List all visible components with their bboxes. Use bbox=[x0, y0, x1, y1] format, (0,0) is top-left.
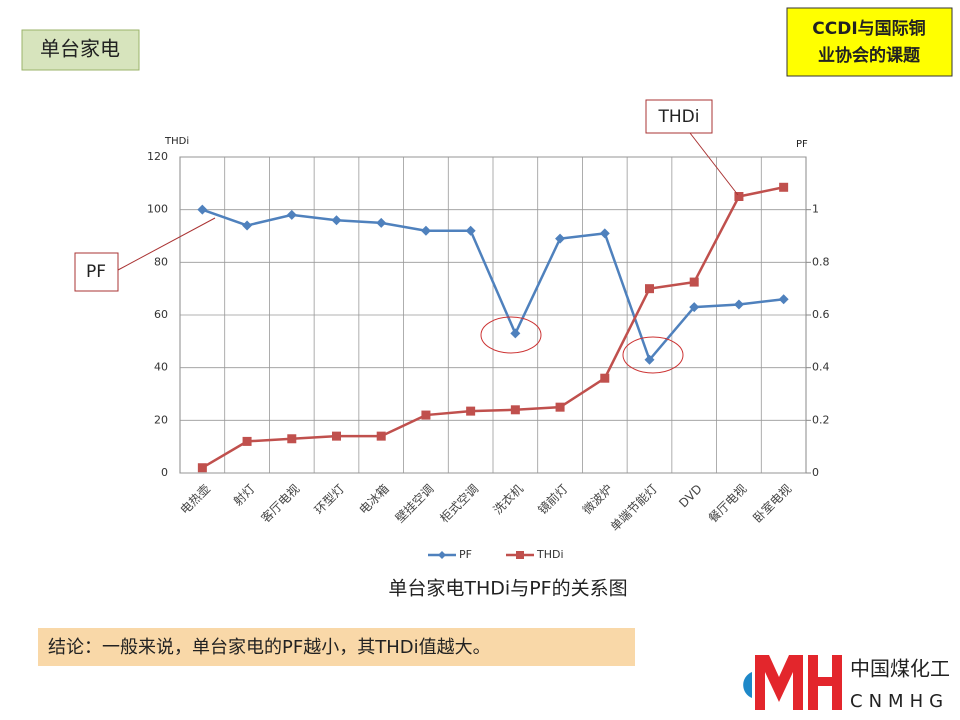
conclusion: 结论：一般来说，单台家电的PF越小，其THDi值越大。 bbox=[48, 637, 491, 658]
callout-box bbox=[74, 252, 119, 292]
y2-tick-label: 0 bbox=[812, 466, 819, 479]
y-tick-label: 0 bbox=[161, 466, 168, 479]
y-axis-title: THDi bbox=[164, 136, 189, 147]
x-tick-label: 环型灯 bbox=[312, 482, 347, 517]
series-line bbox=[201, 208, 784, 363]
x-tick-label: 电热壶 bbox=[177, 481, 213, 517]
marker bbox=[644, 354, 655, 365]
x-tick-label: 客厅电视 bbox=[258, 481, 303, 526]
marker bbox=[779, 182, 789, 192]
marker bbox=[689, 277, 699, 287]
tag-box bbox=[786, 7, 953, 77]
tag-line: CCDI与国际铜 bbox=[812, 18, 925, 39]
marker bbox=[734, 192, 744, 201]
marker bbox=[332, 431, 341, 441]
marker bbox=[242, 220, 253, 231]
marker bbox=[733, 299, 744, 310]
marker bbox=[510, 328, 521, 339]
legend-label: PF bbox=[459, 548, 472, 561]
y-tick-label: 100 bbox=[147, 203, 168, 216]
x-tick-label: 柜式空调 bbox=[437, 482, 481, 526]
x-tick-label: 壁挂空调 bbox=[392, 481, 437, 526]
marker bbox=[600, 373, 610, 383]
marker bbox=[197, 463, 207, 473]
y-tick-label: 20 bbox=[154, 413, 168, 426]
callout-line bbox=[689, 132, 739, 196]
marker bbox=[555, 233, 566, 244]
logo-cn: 中国煤化工 bbox=[850, 657, 950, 681]
marker bbox=[287, 434, 297, 444]
marker bbox=[286, 209, 297, 220]
callout-line bbox=[117, 217, 216, 271]
highlight-ellipse bbox=[480, 316, 542, 354]
callout-text: THDi bbox=[658, 107, 700, 127]
x-tick-label: 镜前灯 bbox=[535, 481, 571, 517]
x-tick-label: 单端节能灯 bbox=[608, 482, 660, 534]
marker bbox=[376, 217, 387, 228]
x-tick-label: DVD bbox=[676, 482, 705, 511]
y2-tick-label: 0.8 bbox=[812, 255, 830, 268]
marker bbox=[599, 228, 610, 239]
marker bbox=[331, 215, 342, 226]
chart-title: 单台家电THDi与PF的关系图 bbox=[388, 578, 627, 600]
marker bbox=[465, 225, 476, 236]
logo-en: CNMHG bbox=[850, 691, 949, 712]
marker bbox=[555, 402, 565, 412]
x-tick-label: 射灯 bbox=[230, 481, 258, 509]
title-box bbox=[21, 29, 140, 71]
marker bbox=[197, 204, 208, 215]
marker bbox=[421, 410, 431, 420]
marker bbox=[645, 284, 654, 294]
tag-line: 业协会的课题 bbox=[818, 45, 921, 66]
highlight-ellipse bbox=[622, 336, 684, 374]
callout-box bbox=[645, 99, 713, 134]
y2-tick-label: 1 bbox=[812, 203, 819, 216]
plot: 0 20 40 60 80 100 120 0 0.2 0.4 0.6 0.8 1 电热壶 射灯 客厅电视 环型… bbox=[147, 150, 830, 561]
x-tick-label: 餐厅电视 bbox=[705, 481, 750, 526]
conclusion-box bbox=[38, 628, 635, 666]
x-tick-label: 电冰箱 bbox=[356, 481, 392, 517]
legend-marker bbox=[438, 551, 446, 559]
legend-label: THDi bbox=[536, 548, 564, 561]
legend-marker bbox=[516, 551, 524, 559]
series-line bbox=[201, 186, 784, 469]
logo-mark bbox=[743, 672, 752, 698]
logo-mark bbox=[755, 655, 842, 710]
marker bbox=[376, 431, 386, 441]
callout-text: PF bbox=[86, 262, 106, 282]
logo: 中国煤化工 CNMHG bbox=[743, 655, 950, 712]
y-tick-label: 120 bbox=[147, 150, 168, 163]
marker bbox=[689, 302, 700, 313]
marker bbox=[420, 225, 431, 236]
y2-tick-label: 0.6 bbox=[812, 308, 830, 321]
slide-title: 单台家电 bbox=[40, 37, 120, 61]
x-tick-label: 洗衣机 bbox=[490, 481, 526, 517]
y-tick-label: 80 bbox=[154, 255, 168, 268]
y2-axis-title: PF bbox=[796, 139, 808, 150]
marker bbox=[466, 406, 476, 416]
marker bbox=[510, 405, 520, 415]
marker bbox=[778, 294, 789, 305]
x-tick-label: 卧室电视 bbox=[750, 481, 795, 526]
marker bbox=[242, 436, 252, 446]
y2-tick-label: 0.2 bbox=[812, 413, 830, 426]
x-tick-label: 微波炉 bbox=[580, 482, 615, 517]
y-tick-label: 40 bbox=[154, 361, 168, 374]
y2-tick-label: 0.4 bbox=[812, 361, 830, 374]
y-tick-label: 60 bbox=[154, 308, 168, 321]
